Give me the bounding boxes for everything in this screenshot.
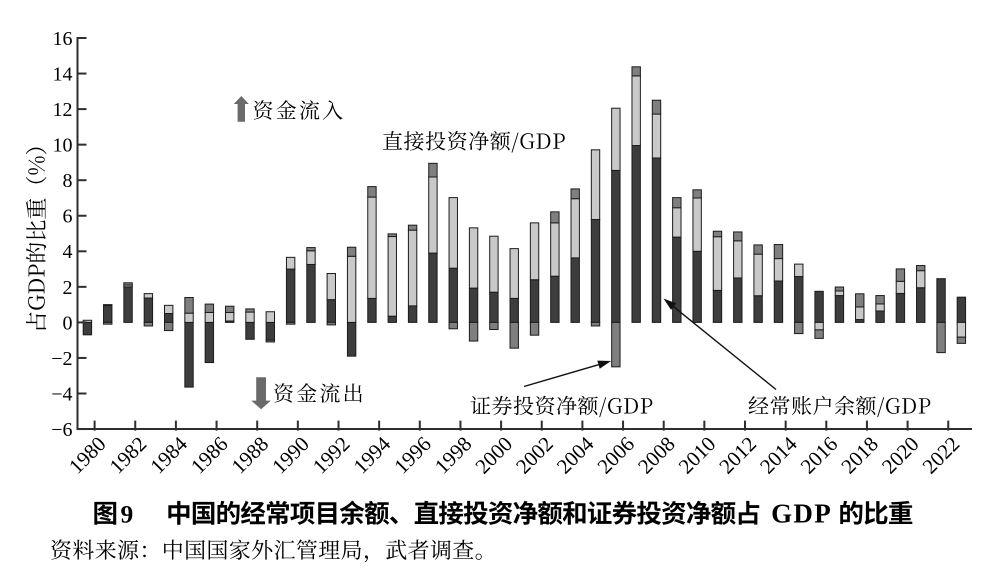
- svg-text:6: 6: [63, 206, 73, 228]
- svg-text:12: 12: [53, 99, 73, 121]
- svg-text:−2: −2: [51, 348, 72, 370]
- svg-text:2: 2: [63, 277, 73, 299]
- svg-text:0: 0: [63, 312, 73, 334]
- svg-text:−6: −6: [51, 419, 72, 441]
- svg-text:4: 4: [63, 241, 73, 263]
- svg-text:9: 9: [120, 500, 133, 529]
- svg-text:−4: −4: [51, 383, 72, 405]
- svg-text:8: 8: [63, 170, 73, 192]
- svg-text:16: 16: [53, 28, 73, 50]
- svg-text:GDP: GDP: [771, 499, 832, 529]
- svg-text:10: 10: [53, 135, 73, 157]
- svg-text:14: 14: [53, 63, 73, 85]
